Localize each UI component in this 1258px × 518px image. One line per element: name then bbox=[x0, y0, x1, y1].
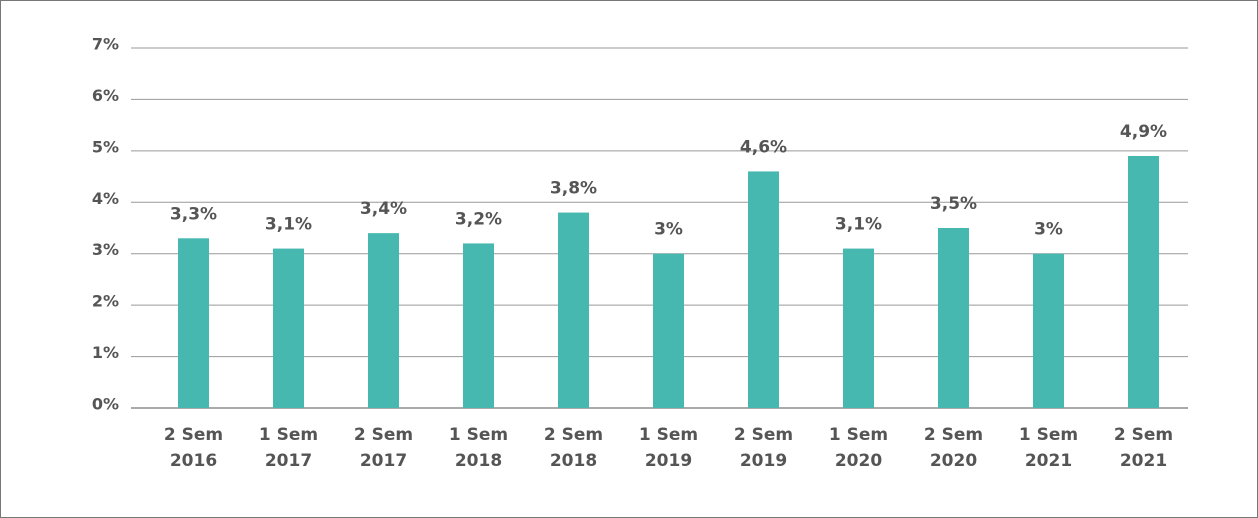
bar bbox=[1033, 253, 1064, 408]
value-label: 3,1% bbox=[835, 215, 882, 235]
y-tick-label: 7% bbox=[92, 35, 119, 54]
value-label: 4,6% bbox=[740, 137, 787, 157]
value-label: 3,1% bbox=[265, 215, 312, 235]
y-tick-label: 5% bbox=[92, 137, 119, 156]
x-tick-label: 2 Sem 2020 bbox=[923, 425, 984, 471]
x-tick-label: 2 Sem 2019 bbox=[733, 425, 794, 471]
y-tick-label: 3% bbox=[92, 240, 119, 259]
bar bbox=[558, 212, 589, 408]
x-tick-label: 1 Sem 2020 bbox=[828, 425, 889, 471]
bar bbox=[748, 171, 779, 408]
y-tick-label: 2% bbox=[92, 292, 119, 311]
value-label: 3,8% bbox=[550, 179, 597, 199]
y-tick-label: 6% bbox=[92, 86, 119, 105]
value-label: 3,5% bbox=[930, 194, 977, 214]
bar bbox=[1128, 156, 1159, 408]
value-label: 3% bbox=[654, 220, 683, 240]
y-tick-label: 0% bbox=[92, 395, 119, 414]
bar bbox=[843, 248, 874, 408]
x-tick-label: 2 Sem 2021 bbox=[1113, 425, 1174, 471]
value-label: 3,2% bbox=[455, 209, 502, 229]
bar bbox=[938, 228, 969, 408]
bar bbox=[178, 238, 209, 408]
x-tick-label: 2 Sem 2018 bbox=[543, 425, 604, 471]
x-tick-label: 2 Sem 2016 bbox=[163, 425, 224, 471]
x-tick-label: 1 Sem 2019 bbox=[638, 425, 699, 471]
value-label: 3% bbox=[1034, 220, 1063, 240]
x-tick-label: 1 Sem 2017 bbox=[258, 425, 319, 471]
bar bbox=[463, 243, 494, 408]
x-tick-label: 2 Sem 2017 bbox=[353, 425, 414, 471]
bar bbox=[368, 233, 399, 408]
bar bbox=[273, 248, 304, 408]
y-tick-label: 1% bbox=[92, 343, 119, 362]
bar bbox=[653, 253, 684, 408]
value-label: 3,3% bbox=[170, 204, 217, 224]
x-tick-label: 1 Sem 2018 bbox=[448, 425, 509, 471]
value-label: 4,9% bbox=[1120, 122, 1167, 142]
y-tick-label: 4% bbox=[92, 189, 119, 208]
value-label: 3,4% bbox=[360, 199, 407, 219]
x-tick-label: 1 Sem 2021 bbox=[1018, 425, 1079, 471]
